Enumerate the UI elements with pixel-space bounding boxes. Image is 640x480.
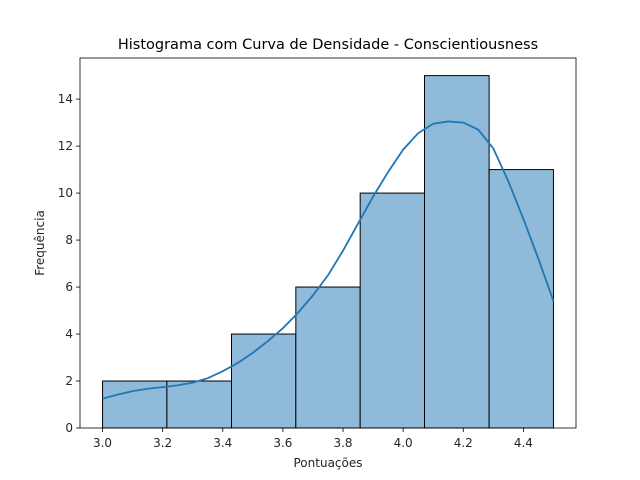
histogram-bar-7: [488, 169, 554, 429]
y-tick-label-5: 8: [65, 233, 73, 247]
histogram-bar-4: [295, 286, 361, 429]
x-tick-label-6: 4.0: [394, 436, 413, 450]
y-tick-label-1: 0: [65, 421, 73, 435]
histogram-bar-1: [102, 380, 168, 429]
x-axis-ticks: 3.0 3.2 3.4 3.6 3.8 4.0 4.2 4.4: [93, 428, 533, 450]
histogram-bar-6: [423, 75, 490, 429]
y-tick-label-3: 4: [65, 327, 73, 341]
plot-frame: [79, 57, 577, 429]
histogram-bar-2: [166, 380, 233, 429]
histogram-bar-5: [359, 192, 425, 429]
y-axis-label: Frequência: [33, 210, 47, 276]
x-tick-label-8: 4.4: [514, 436, 533, 450]
x-tick-label-5: 3.8: [333, 436, 352, 450]
y-tick-label-2: 2: [65, 374, 73, 388]
chart-title: Histograma com Curva de Densidade - Cons…: [118, 37, 538, 53]
y-tick-label-7: 12: [58, 139, 73, 153]
histogram-bars: [102, 75, 554, 429]
density-curve: [102, 120, 555, 400]
y-tick-label-4: 6: [65, 280, 73, 294]
x-tick-label-2: 3.2: [153, 436, 172, 450]
x-tick-label-1: 3.0: [93, 436, 112, 450]
y-tick-label-6: 10: [58, 186, 73, 200]
x-tick-label-3: 3.4: [213, 436, 232, 450]
y-tick-label-8: 14: [58, 92, 73, 106]
histogram-bar-3: [231, 333, 297, 429]
y-axis-ticks: 0 2 4 6 8 10 12 14: [58, 92, 80, 435]
x-tick-label-4: 3.6: [273, 436, 292, 450]
x-tick-label-7: 4.2: [454, 436, 473, 450]
x-axis-label: Pontuações: [294, 456, 363, 470]
